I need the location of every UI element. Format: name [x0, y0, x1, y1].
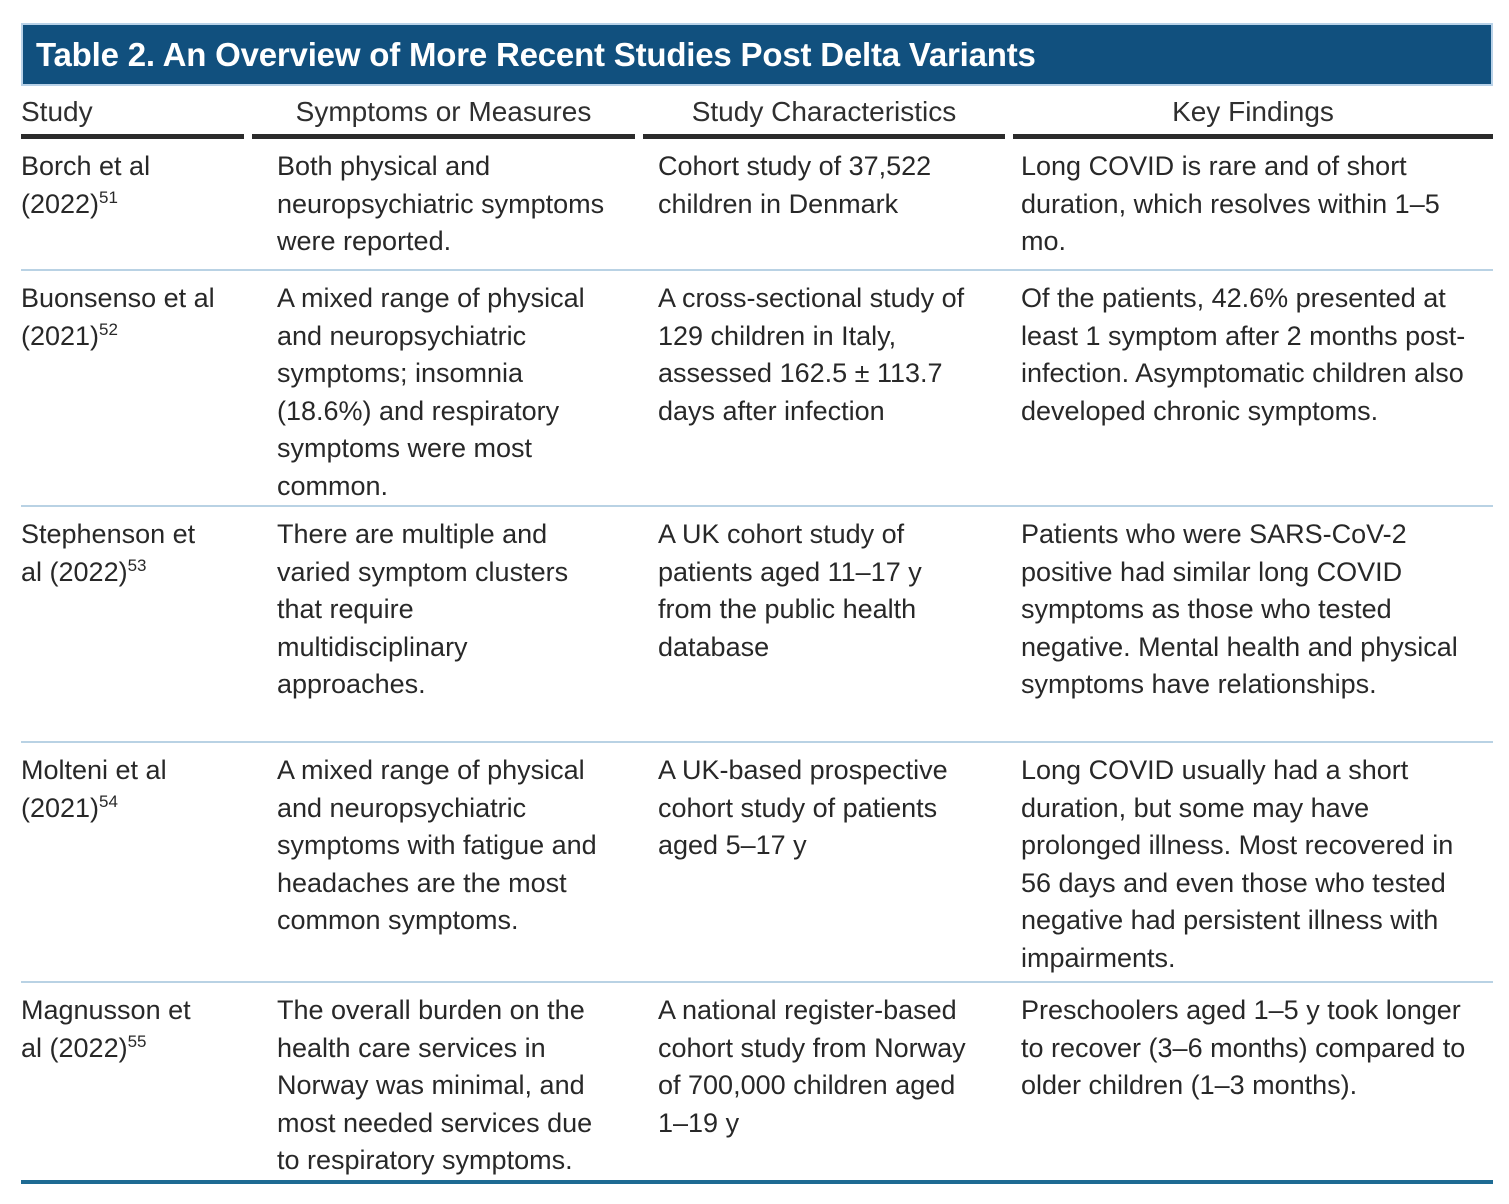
table-row: Molteni et al (2021)54 A mixed range of … [21, 741, 1493, 981]
study-reference-superscript: 55 [127, 1031, 147, 1051]
symptoms-cell: There are multiple and varied symptom cl… [277, 519, 569, 699]
study-name: Buonsenso et al [21, 283, 215, 313]
study-name: Molteni et al [21, 755, 167, 785]
study-year: (2022) [49, 556, 128, 587]
symptoms-cell: Both physical and neuropsychiatric sympt… [277, 151, 605, 256]
findings-cell: Patients who were SARS-CoV-2 positive ha… [1021, 519, 1458, 699]
findings-cell: Long COVID is rare and of short duration… [1021, 151, 1440, 256]
table-row: Borch et al (2022)51 Both physical and n… [21, 139, 1493, 269]
characteristics-cell: Cohort study of 37,522 children in Denma… [658, 151, 932, 219]
study-reference-superscript: 51 [99, 187, 118, 207]
table-bottom-border [21, 1179, 1493, 1184]
column-header-key-findings: Key Findings [1013, 96, 1493, 139]
findings-cell: Preschoolers aged 1–5 y took longer to r… [1021, 995, 1466, 1100]
characteristics-cell: A UK-based prospective cohort study of p… [658, 755, 948, 860]
characteristics-cell: A UK cohort study of patients aged 11–17… [658, 519, 922, 662]
study-year: (2022) [21, 188, 100, 219]
study-cell: Buonsenso et al (2021)52 [21, 271, 244, 505]
study-name: Borch et al [21, 151, 151, 181]
column-header-characteristics: Study Characteristics [643, 96, 1005, 139]
table-row: Stephenson et al (2022)53 There are mult… [21, 505, 1493, 741]
table-row: Magnusson et al (2022)55 The overall bur… [21, 981, 1493, 1180]
study-reference-superscript: 53 [127, 555, 147, 575]
findings-cell: Of the patients, 42.6% presented at leas… [1021, 283, 1466, 426]
study-cell: Borch et al (2022)51 [21, 139, 244, 269]
symptoms-cell: A mixed range of physical and neuropsych… [277, 755, 597, 935]
table-row: Buonsenso et al (2021)52 A mixed range o… [21, 269, 1493, 505]
study-cell: Magnusson et al (2022)55 [21, 983, 244, 1180]
characteristics-cell: A cross-sectional study of 129 children … [658, 283, 965, 426]
study-year: (2021) [21, 320, 100, 351]
column-header-symptoms: Symptoms or Measures [252, 96, 635, 139]
study-name: Stephenson et al [21, 519, 196, 587]
symptoms-cell: The overall burden on the health care se… [277, 995, 593, 1175]
symptoms-cell: A mixed range of physical and neuropsych… [277, 283, 585, 501]
study-name: Magnusson et al [21, 995, 191, 1063]
table-header-row: Study Symptoms or Measures Study Charact… [21, 96, 1493, 139]
study-year: (2021) [21, 792, 100, 823]
characteristics-cell: A national register-based cohort study f… [658, 995, 966, 1138]
table-title-bar: Table 2. An Overview of More Recent Stud… [21, 23, 1493, 86]
study-reference-superscript: 52 [99, 319, 118, 339]
study-cell: Molteni et al (2021)54 [21, 743, 244, 981]
table: Table 2. An Overview of More Recent Stud… [21, 0, 1493, 1184]
findings-cell: Long COVID usually had a short duration,… [1021, 755, 1454, 973]
table-title: Table 2. An Overview of More Recent Stud… [36, 35, 1036, 73]
study-year: (2022) [49, 1032, 128, 1063]
study-reference-superscript: 54 [99, 791, 118, 811]
column-header-study: Study [21, 96, 244, 139]
study-cell: Stephenson et al (2022)53 [21, 507, 244, 741]
